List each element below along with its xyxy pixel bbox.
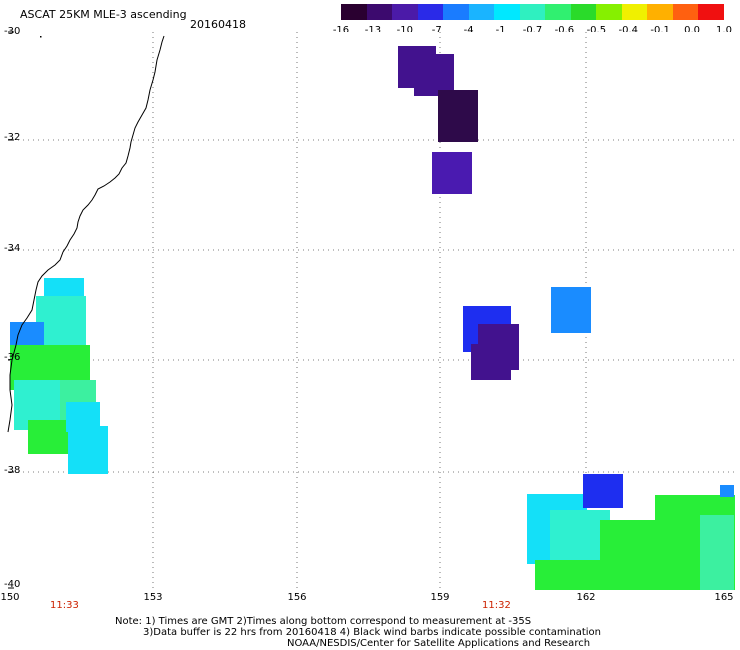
colorbar-segment	[545, 4, 571, 20]
colorbar-tick-label: -0.7	[522, 25, 543, 36]
colorbar-tick-label: -1	[495, 25, 506, 36]
colorbar-segment	[621, 4, 648, 20]
wind-cells	[10, 46, 735, 590]
lon-label: 165	[714, 592, 734, 603]
map-frame	[8, 32, 734, 588]
wind-cell	[432, 152, 472, 194]
colorbar-tick-label: -4	[463, 25, 474, 36]
wind-cell	[36, 296, 86, 352]
colorbar-segment	[341, 4, 367, 20]
colorbar-segment	[519, 4, 546, 20]
colorbar-tick-label: -16	[332, 25, 350, 36]
lat-label: -32	[4, 132, 21, 143]
wind-cell	[44, 278, 84, 298]
wind-cell	[720, 485, 734, 497]
colorbar-tick-label: -10	[396, 25, 413, 36]
wind-cell	[600, 520, 660, 590]
colorbar-tick-label: -7	[431, 25, 442, 36]
colorbar-segment	[366, 4, 393, 20]
lat-label: -36	[4, 352, 21, 363]
wind-cell	[700, 515, 734, 590]
colorbar-segment	[647, 4, 673, 20]
colorbar-tick-label: 1.0	[716, 25, 732, 36]
lat-label: -30	[4, 26, 21, 37]
colorbar-segment	[596, 4, 622, 20]
footer-note-line1: Note: 1) Times are GMT 2)Times along bot…	[115, 616, 532, 627]
wind-cell	[68, 426, 108, 474]
wind-cell	[414, 54, 454, 96]
colorbar-tick-label: -13	[364, 25, 382, 36]
colorbar-tick-label: -0.1	[650, 25, 670, 36]
lon-label: 153	[143, 592, 163, 603]
colorbar-segment	[698, 4, 724, 20]
colorbar-segment	[392, 4, 418, 20]
coast-dot	[40, 36, 42, 38]
colorbar-segment	[417, 4, 444, 20]
footer-credit: NOAA/NESDIS/Center for Satellite Applica…	[287, 638, 591, 649]
lon-label: 150	[0, 592, 20, 603]
pass-time-label: 11:32	[482, 600, 511, 611]
wind-cell	[551, 287, 591, 333]
wind-cell	[471, 344, 511, 380]
product-date: 20160418	[190, 18, 246, 31]
colorbar-segment	[494, 4, 520, 20]
wind-cell	[583, 474, 623, 508]
colorbar-tick-label: 0.0	[684, 25, 701, 36]
product-title: ASCAT 25KM MLE-3 ascending	[20, 8, 187, 21]
colorbar-segment	[672, 4, 699, 20]
colorbar-tick-label: -0.4	[618, 25, 639, 36]
colorbar	[341, 4, 724, 20]
wind-cell	[535, 560, 605, 590]
footer-note-line2: 3)Data buffer is 22 hrs from 20160418 4)…	[143, 627, 601, 638]
colorbar-tick-label: -0.5	[586, 25, 607, 36]
wind-cell	[438, 90, 478, 142]
lon-label: 156	[287, 592, 307, 603]
coastline	[7, 35, 165, 433]
lat-label: -34	[4, 243, 21, 254]
colorbar-tick-label: -0.6	[554, 25, 575, 36]
colorbar-segment	[468, 4, 495, 20]
lat-label: -38	[4, 465, 21, 476]
colorbar-segment	[443, 4, 469, 20]
lon-label: 159	[430, 592, 450, 603]
pass-time-label: 11:33	[50, 600, 79, 611]
colorbar-segment	[570, 4, 597, 20]
grid-lines	[8, 31, 734, 589]
lon-label: 162	[576, 592, 596, 603]
wind-cell	[28, 420, 68, 454]
lat-label: -40	[4, 579, 21, 590]
